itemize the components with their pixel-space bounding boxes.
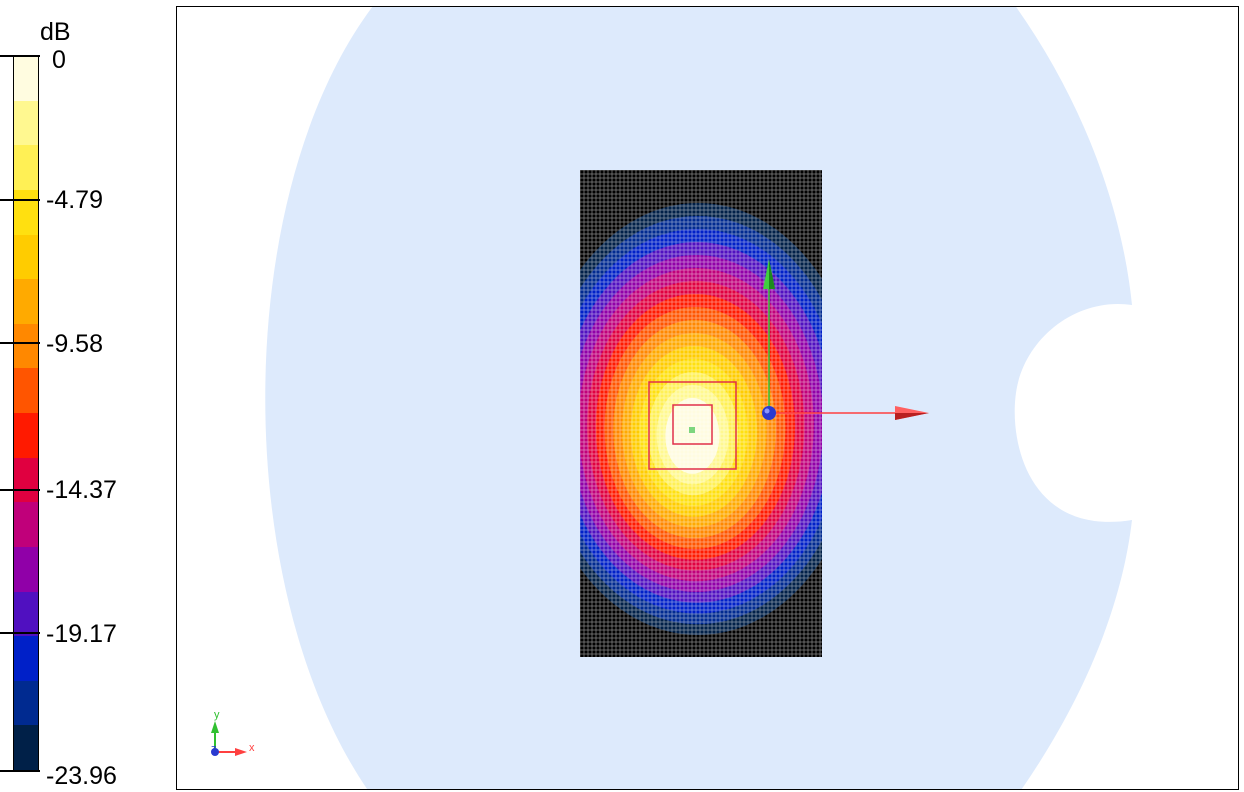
color-legend: dB 0 -4.79 -9.58 -14.37 -19.17 -23.96 [0,0,176,792]
peak-marker [689,427,695,433]
color-scale-segment [14,145,38,190]
color-scale-segment [14,413,38,458]
origin-sphere [762,406,776,420]
3d-viewport[interactable]: y x z [176,6,1239,790]
zoom-scan-inner-box [672,404,713,445]
color-scale-segment [14,546,38,592]
legend-unit-label: dB [40,18,71,46]
zoom-scan-outer-box [648,381,737,470]
triad-y-arrow-head [211,721,219,733]
color-scale-segment [14,636,38,681]
legend-tick-mark [0,199,40,201]
legend-tick-mark [0,489,40,491]
y-axis-arrow-head-shade [769,259,775,289]
x-axis-arrow-head-shade [895,413,929,420]
legend-tick-label: -9.58 [46,330,103,358]
scene-svg [211,7,1132,789]
triad-x-arrow-head [235,748,247,756]
legend-tick-label: -23.96 [46,762,117,790]
legend-tick-mark [0,770,40,772]
legend-tick-mark [0,632,40,634]
legend-tick-mark [0,55,40,57]
legend-tick-label: -14.37 [46,476,117,504]
triad-z-axis [211,748,219,756]
color-scale-segment [14,234,38,280]
color-scale-segment [14,56,38,101]
color-scale-segment [14,457,38,503]
triad-z-label: z [211,743,217,755]
color-scale-segment [14,725,38,770]
color-scale-segment [14,279,38,324]
color-scale-segment [14,502,38,547]
color-scale-segment [14,591,38,637]
triad-x-label: x [249,742,255,754]
legend-tick-label: -4.79 [46,186,103,214]
triad-y-label: y [214,709,220,721]
legend-tick-mark [0,342,40,344]
color-scale-segment [14,323,38,369]
legend-tick-label: 0 [52,46,66,74]
color-scale-bar [13,55,39,771]
color-scale-segment [14,368,38,413]
color-scale-segment [14,100,38,146]
origin-sphere-highlight [764,408,770,414]
legend-tick-label: -19.17 [46,620,117,648]
color-scale-segment [14,680,38,726]
color-scale-segment [14,189,38,235]
